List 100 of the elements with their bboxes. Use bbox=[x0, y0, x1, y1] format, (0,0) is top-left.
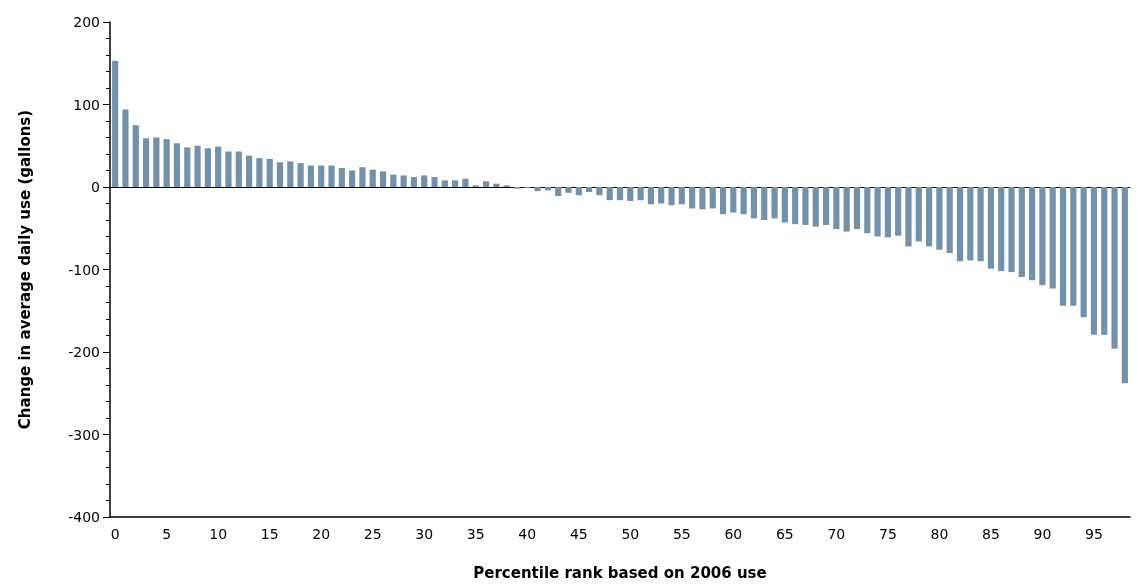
bar bbox=[1018, 187, 1025, 277]
bar bbox=[812, 187, 819, 227]
x-tick-label: 30 bbox=[415, 526, 434, 542]
bar bbox=[421, 175, 428, 187]
bar bbox=[122, 109, 129, 187]
y-axis-title: Change in average daily use (gallons) bbox=[15, 109, 34, 430]
y-tick-label: 0 bbox=[91, 179, 100, 195]
bar bbox=[987, 187, 994, 269]
bar bbox=[967, 187, 974, 261]
bar bbox=[163, 139, 170, 187]
bar bbox=[843, 187, 850, 232]
bar bbox=[915, 187, 922, 242]
bar bbox=[719, 187, 727, 215]
bar bbox=[225, 151, 232, 187]
bar bbox=[544, 187, 551, 191]
bar bbox=[112, 60, 119, 187]
y-tick-label: -300 bbox=[68, 426, 100, 443]
bar bbox=[761, 187, 768, 220]
bar bbox=[853, 187, 861, 230]
bar bbox=[668, 187, 675, 206]
bar bbox=[400, 175, 407, 187]
bar bbox=[142, 138, 150, 187]
bar bbox=[956, 187, 964, 262]
bar bbox=[462, 178, 469, 187]
bar bbox=[658, 187, 665, 204]
bar bbox=[390, 174, 397, 187]
x-tick-label: 80 bbox=[930, 526, 949, 542]
bar bbox=[637, 187, 644, 201]
x-tick-label: 35 bbox=[466, 526, 485, 542]
bar bbox=[905, 187, 912, 247]
bar bbox=[1121, 187, 1128, 384]
bar bbox=[998, 187, 1005, 272]
bar bbox=[565, 187, 572, 193]
bar bbox=[1049, 187, 1056, 289]
bar bbox=[833, 187, 840, 230]
bar bbox=[369, 169, 376, 187]
bar bbox=[596, 187, 603, 196]
bar bbox=[1039, 187, 1046, 286]
bar bbox=[1070, 187, 1077, 306]
bar bbox=[338, 168, 345, 187]
bar bbox=[1111, 187, 1118, 349]
y-tick-label: -400 bbox=[68, 509, 100, 525]
bar bbox=[1080, 187, 1087, 318]
bar bbox=[328, 165, 335, 187]
bar bbox=[132, 125, 139, 187]
x-tick-label: 85 bbox=[982, 526, 1000, 542]
x-tick-label: 55 bbox=[672, 526, 691, 542]
bar bbox=[874, 187, 881, 237]
x-tick-label: 65 bbox=[775, 526, 794, 542]
x-tick-label: 20 bbox=[312, 526, 331, 542]
bar bbox=[575, 187, 582, 196]
x-tick-label: 5 bbox=[162, 526, 172, 542]
bar bbox=[627, 187, 634, 202]
x-tick-label: 60 bbox=[724, 526, 743, 542]
bar bbox=[699, 187, 706, 210]
bar bbox=[709, 187, 716, 209]
bar bbox=[936, 187, 943, 250]
bar bbox=[184, 147, 191, 187]
bar bbox=[689, 187, 696, 209]
x-axis-title: Percentile rank based on 2006 use bbox=[473, 563, 767, 582]
bar bbox=[606, 187, 613, 201]
bar bbox=[441, 180, 448, 187]
bar bbox=[246, 155, 253, 187]
y-tick-label: 200 bbox=[73, 14, 100, 30]
y-tick-label: -100 bbox=[68, 261, 100, 278]
bar bbox=[884, 187, 891, 238]
x-tick-label: 70 bbox=[827, 526, 846, 542]
bar bbox=[864, 187, 871, 234]
bar bbox=[586, 187, 593, 192]
bar bbox=[946, 187, 953, 253]
bar bbox=[493, 183, 500, 187]
bar bbox=[895, 187, 902, 236]
x-tick-label: 10 bbox=[209, 526, 228, 542]
bar bbox=[452, 180, 459, 187]
bar bbox=[750, 187, 758, 219]
bar bbox=[647, 187, 654, 205]
bar bbox=[173, 143, 181, 187]
bar bbox=[194, 145, 201, 187]
x-tick-label: 50 bbox=[621, 526, 640, 542]
bar bbox=[235, 151, 242, 187]
x-tick-label: 15 bbox=[260, 526, 279, 542]
bar bbox=[616, 187, 624, 201]
bar bbox=[318, 165, 325, 187]
bar bbox=[678, 187, 685, 205]
bar bbox=[730, 187, 737, 213]
bar bbox=[1008, 187, 1015, 272]
x-tick-label: 75 bbox=[878, 526, 897, 542]
bar bbox=[256, 158, 263, 187]
bar bbox=[1090, 187, 1098, 335]
bar bbox=[482, 181, 490, 187]
x-tick-label: 25 bbox=[363, 526, 382, 542]
x-tick-label: 45 bbox=[569, 526, 588, 542]
bar bbox=[153, 137, 160, 187]
bar bbox=[379, 171, 387, 187]
bar bbox=[740, 187, 747, 215]
x-tick-label: 95 bbox=[1085, 526, 1103, 542]
bar bbox=[534, 187, 541, 192]
bar bbox=[349, 170, 356, 187]
bar bbox=[215, 146, 222, 187]
bar bbox=[410, 177, 418, 187]
